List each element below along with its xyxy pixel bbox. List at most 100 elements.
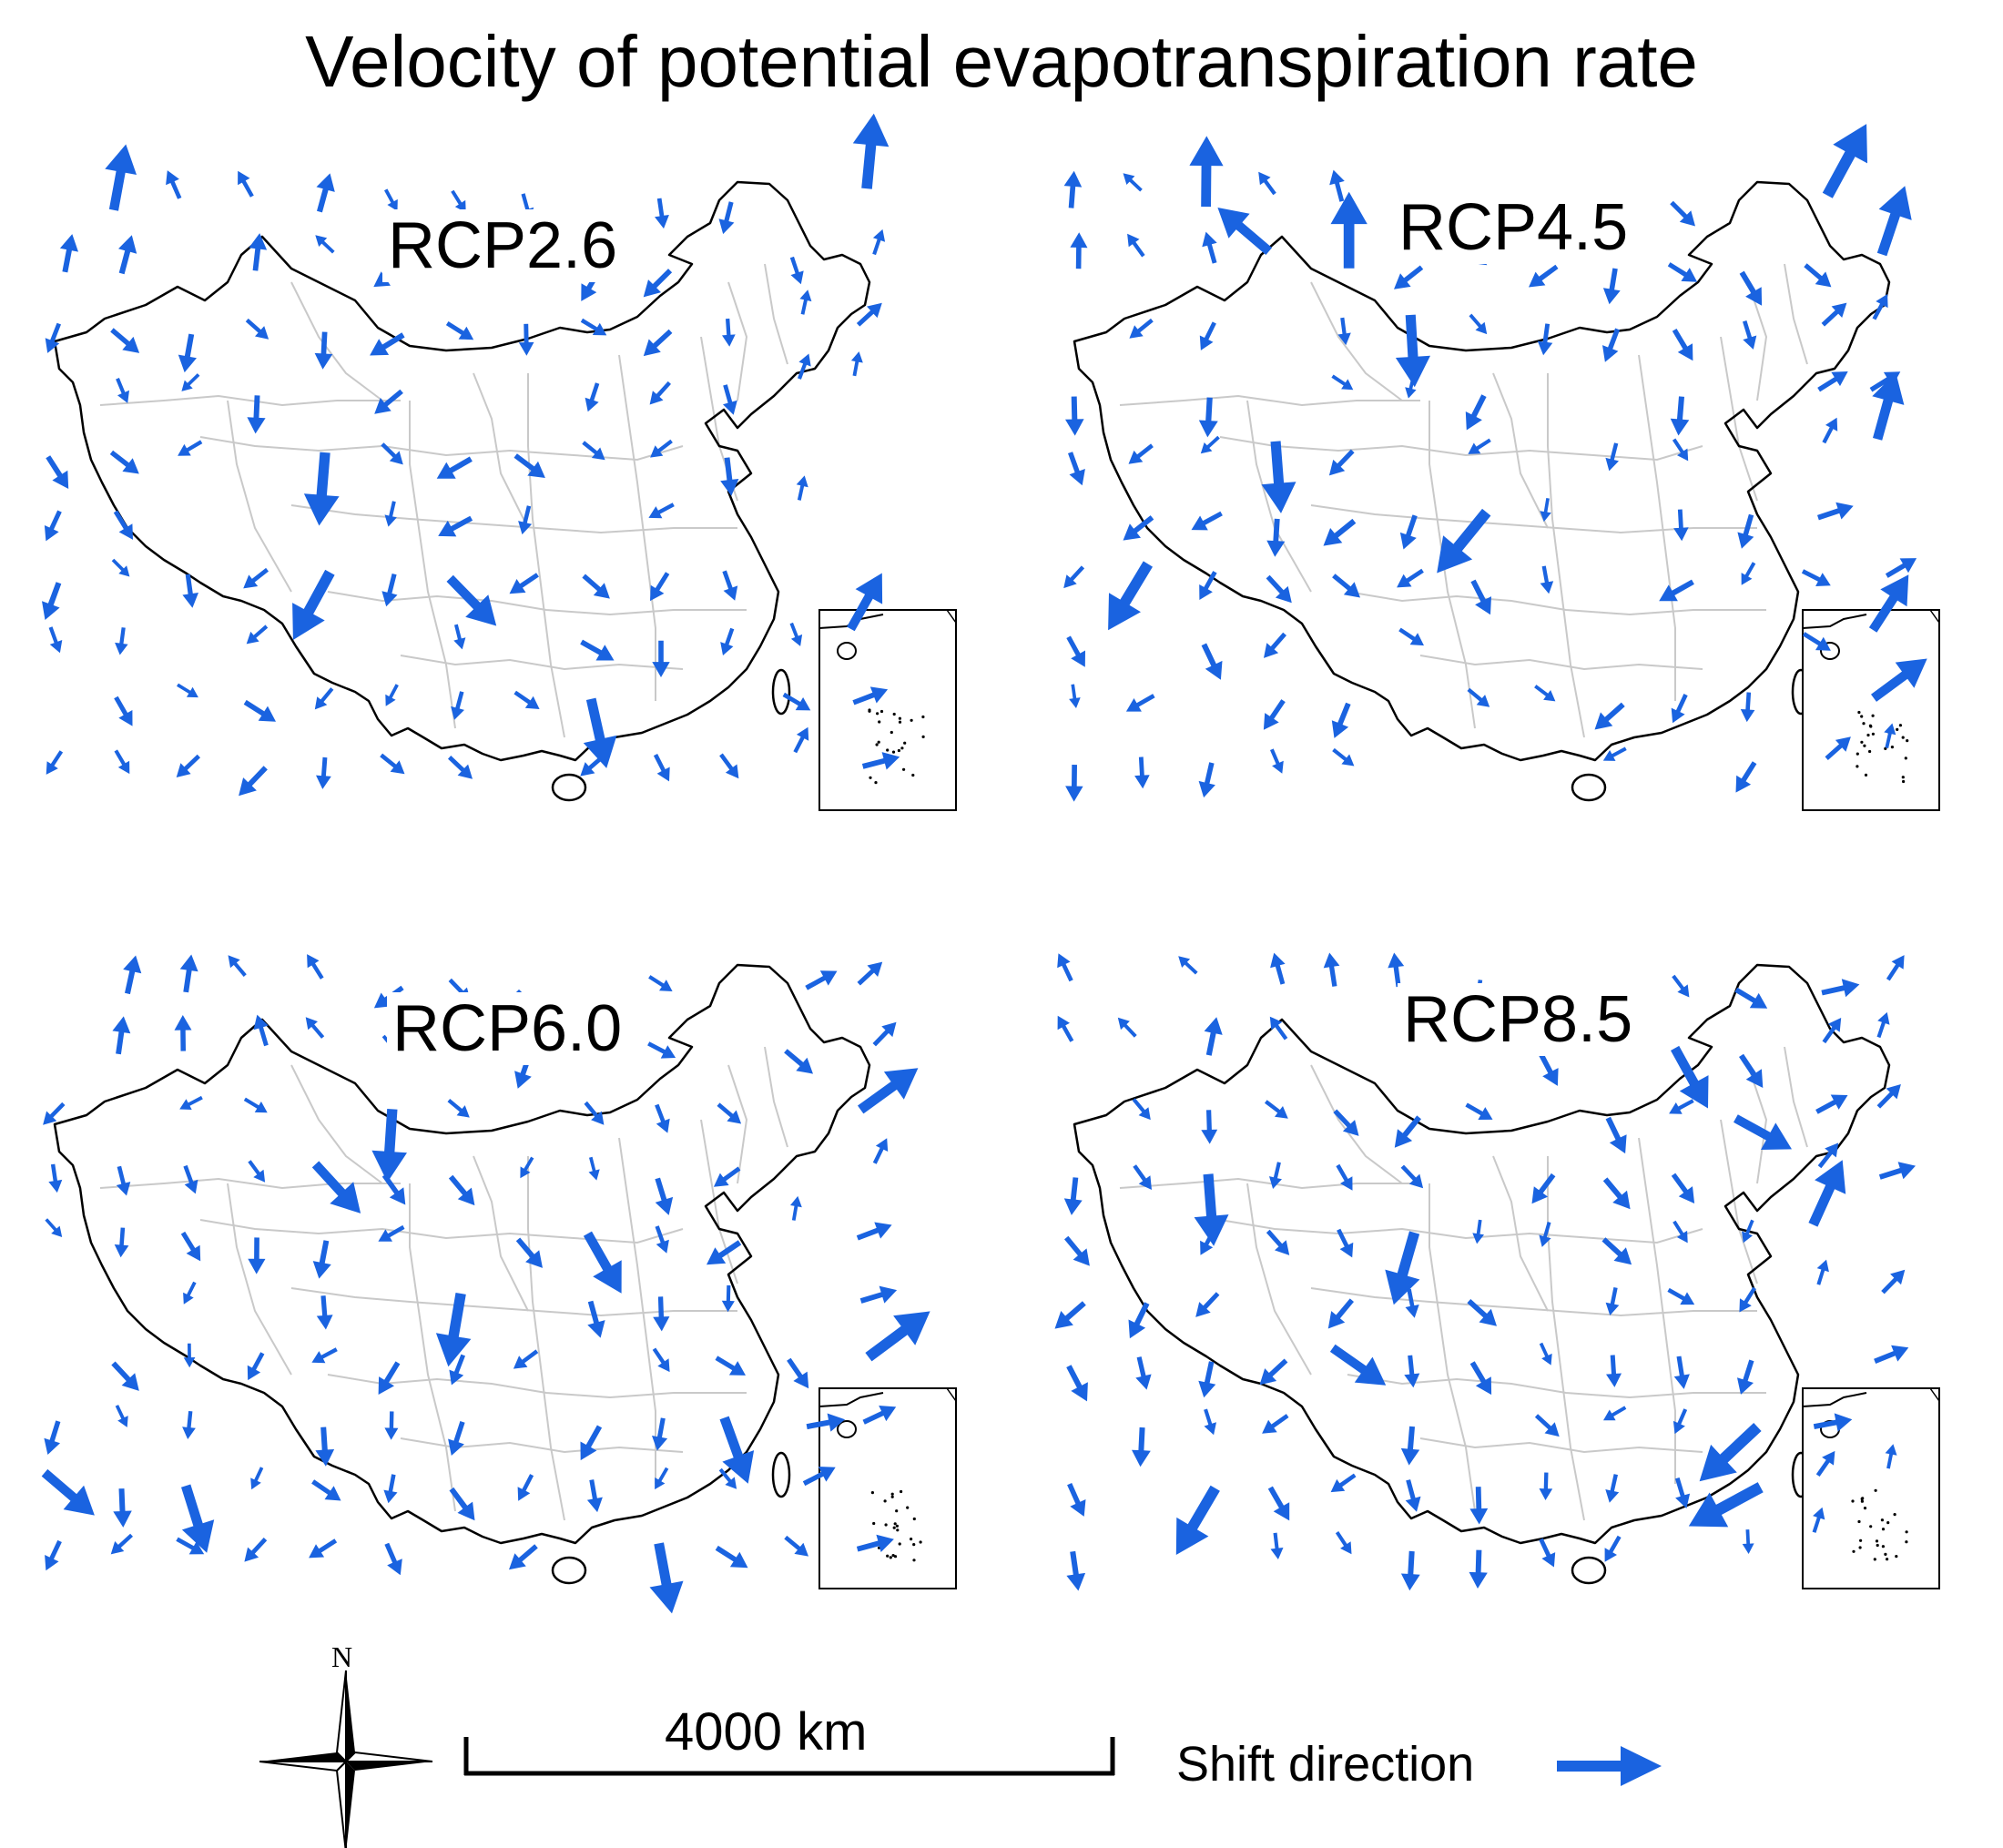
shift-direction-arrow (118, 235, 137, 275)
shift-direction-arrow (784, 1049, 813, 1074)
shift-direction-arrow (1134, 756, 1150, 789)
china-map (41, 954, 957, 1614)
shift-direction-arrow (515, 1237, 543, 1268)
shift-direction-arrow (48, 626, 63, 654)
shift-direction-arrow (378, 1224, 405, 1242)
shift-direction-arrow (123, 955, 142, 995)
shift-direction-arrow (789, 256, 804, 285)
shift-direction-arrow (1739, 1053, 1764, 1088)
shift-direction-arrow (445, 321, 474, 340)
scale-bar (463, 1737, 1115, 1776)
shift-direction-arrow (115, 1405, 128, 1427)
shift-direction-arrow (183, 1281, 197, 1305)
shift-direction-arrow (292, 569, 335, 640)
shift-direction-arrow (371, 1109, 407, 1183)
shift-direction-arrow (787, 1357, 809, 1389)
shift-direction-arrow (115, 627, 128, 655)
shift-direction-arrow (1602, 746, 1627, 761)
shift-direction-arrow (316, 756, 331, 789)
shift-direction-arrow (655, 1225, 669, 1254)
shift-direction-arrow (1605, 1116, 1627, 1154)
shift-direction-arrow (1871, 658, 1927, 702)
shift-direction-arrow (850, 351, 863, 377)
shift-direction-arrow (1742, 1529, 1754, 1554)
shift-direction-arrow (655, 198, 669, 229)
shift-direction-arrow (1605, 1474, 1620, 1503)
shift-direction-arrow (1885, 558, 1917, 578)
shift-direction-arrow (1123, 515, 1154, 541)
shift-direction-arrow (1737, 513, 1754, 549)
shift-direction-arrow (1400, 1426, 1420, 1466)
shift-direction-arrow (1531, 1173, 1556, 1204)
shift-direction-arrow (59, 234, 78, 273)
shift-direction-arrow (1740, 692, 1755, 723)
shift-direction-arrow (1539, 1222, 1551, 1247)
shift-direction-arrow (1198, 397, 1218, 438)
shift-direction-arrow (872, 228, 886, 256)
shift-direction-arrow (1670, 396, 1690, 436)
shift-direction-arrow (315, 235, 335, 254)
shift-direction-arrow (1465, 394, 1487, 431)
shift-direction-arrow (649, 381, 671, 405)
shift-direction-arrow (1688, 1482, 1764, 1528)
shift-direction-arrow (1437, 508, 1491, 574)
shift-direction-arrow (1804, 263, 1832, 288)
shift-direction-arrow (653, 1296, 670, 1332)
shift-direction-arrow (719, 1416, 755, 1484)
shift-direction-arrow (647, 1041, 676, 1059)
shift-direction-arrow (509, 1544, 538, 1570)
shift-direction-arrow (718, 1467, 737, 1489)
shift-direction-arrow (798, 353, 811, 380)
shift-direction-arrow (1398, 627, 1424, 646)
shift-direction-arrow (652, 640, 670, 677)
shift-direction-arrow (42, 582, 62, 620)
taiwan-island (771, 1451, 791, 1498)
shift-direction-arrow (114, 696, 133, 726)
shift-direction-arrow (177, 683, 198, 698)
shift-direction-arrow (1189, 136, 1224, 208)
legend-arrow-icon (1557, 1746, 1662, 1786)
shift-direction-arrow (1132, 1098, 1151, 1121)
shift-direction-arrow (862, 1406, 897, 1425)
shift-direction-arrow (796, 475, 808, 501)
shift-direction-arrow (1605, 442, 1619, 472)
south-china-sea-inset (818, 1387, 957, 1589)
shift-direction-arrow (385, 684, 399, 706)
shift-direction-arrow (1885, 1444, 1897, 1469)
province-boundaries (1119, 263, 1808, 738)
shift-direction-arrow (722, 318, 736, 347)
shift-direction-arrow (248, 1237, 266, 1274)
shift-direction-arrow (784, 1535, 808, 1557)
shift-direction-arrow (1699, 1423, 1762, 1482)
shift-direction-arrow (857, 961, 883, 986)
shift-direction-arrow (181, 373, 200, 391)
shift-direction-arrow (718, 201, 735, 235)
shift-direction-arrow (723, 384, 737, 415)
shift-direction-arrow (1123, 173, 1143, 192)
shift-direction-arrow (1263, 699, 1286, 730)
shift-direction-arrow (1815, 1450, 1835, 1477)
shift-direction-arrow (1734, 987, 1768, 1009)
country-boundary (1073, 963, 1891, 1545)
shift-direction-arrow (44, 1420, 61, 1455)
shift-direction-arrow (178, 333, 197, 373)
shift-direction-arrow (513, 1349, 539, 1369)
shift-direction-arrow (1063, 1177, 1083, 1215)
shift-direction-arrow (1667, 262, 1698, 282)
shift-direction-arrow (1202, 231, 1217, 264)
shift-direction-arrow (1734, 1114, 1792, 1150)
shift-direction-arrow (1397, 568, 1424, 588)
shift-direction-arrow (1886, 955, 1905, 981)
shift-direction-arrow (1204, 1408, 1216, 1436)
page-title: Velocity of potential evapotranspiration… (305, 21, 1698, 102)
shift-direction-arrow (655, 1103, 670, 1133)
shift-direction-arrow (166, 170, 182, 199)
shift-direction-arrow (1200, 435, 1220, 454)
shift-direction-arrow (244, 1538, 268, 1562)
shift-direction-arrow (1400, 1550, 1420, 1591)
shift-direction-arrow (1671, 1045, 1709, 1109)
shift-direction-arrow (1337, 1228, 1354, 1258)
shift-direction-arrow (1405, 374, 1417, 399)
shift-direction-arrow (1323, 518, 1357, 546)
shift-direction-arrow (648, 975, 673, 991)
